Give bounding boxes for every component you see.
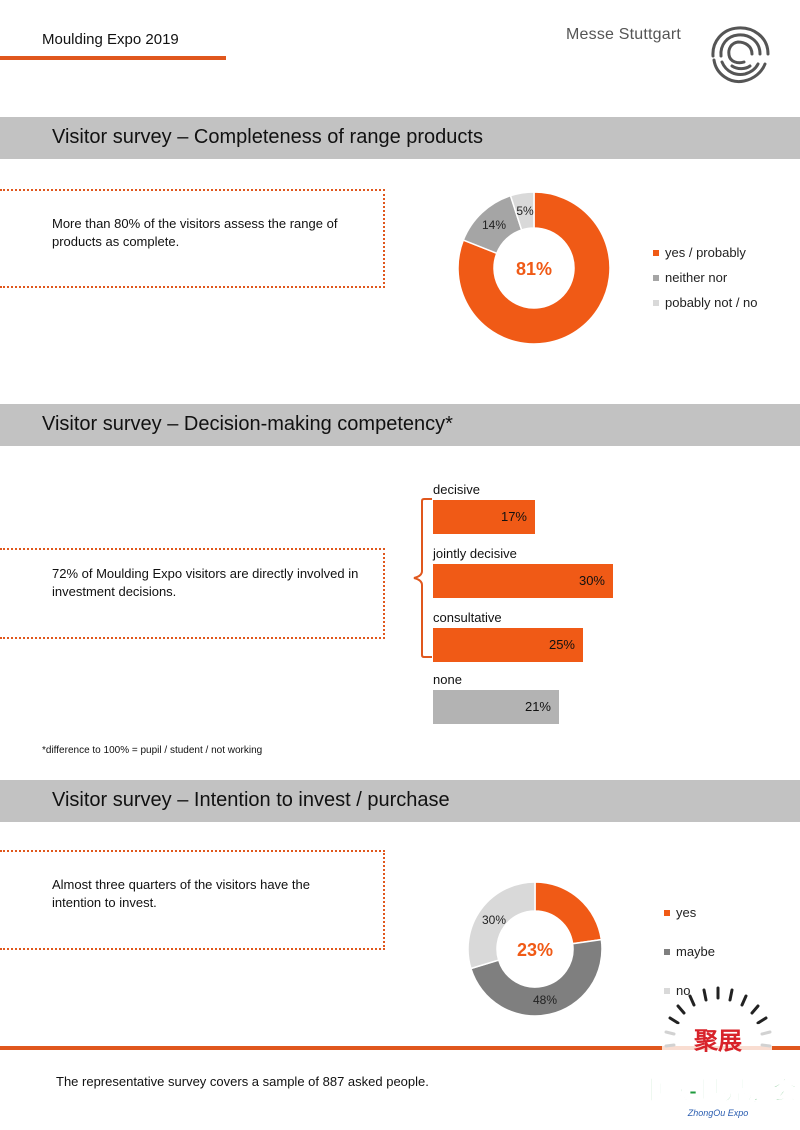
section3-callout-text: Almost three quarters of the visitors ha… [52, 877, 310, 910]
legend-item-probably-not: pobably not / no [653, 295, 758, 310]
section1-donut-chart: 81% 14% 5% [457, 191, 611, 345]
section2-title: Visitor survey – Decision-making compete… [42, 413, 453, 435]
donut-slice-no [467, 881, 536, 970]
donut-slice-yes-probably [457, 191, 611, 345]
bar-category-label: consultative [433, 610, 502, 625]
legend-item-maybe: maybe [664, 944, 715, 959]
section1-title-band: Visitor survey – Completeness of range p… [0, 117, 800, 159]
bar-value-label: 21% [524, 699, 551, 714]
svg-text:中欧-世界展会: 中欧-世界展会 [640, 1076, 796, 1105]
legend-swatch-gray-icon [664, 948, 670, 955]
legend-swatch-light-gray-icon [664, 987, 670, 994]
section2-callout-text: 72% of Moulding Expo visitors are direct… [52, 566, 359, 599]
legend-item-no: no [664, 983, 690, 998]
donut-slice-label: 30% [482, 913, 506, 927]
bar-decisive: 17% [433, 500, 535, 534]
svg-text:ZhongOu Expo: ZhongOu Expo [687, 1108, 749, 1118]
section2-title-band: Visitor survey – Decision-making compete… [0, 404, 800, 446]
bar-value-label: 30% [578, 573, 605, 588]
legend-item-yes-probably: yes / probably [653, 245, 746, 260]
bar-jointly-decisive: 30% [433, 564, 613, 598]
bar-value-label: 17% [500, 509, 527, 524]
donut-slice-label: 5% [516, 204, 534, 218]
footer-accent-line [0, 1046, 800, 1050]
legend-swatch-orange-icon [653, 249, 659, 256]
bar-category-label: decisive [433, 482, 480, 497]
svg-text:聚展: 聚展 [693, 1028, 742, 1055]
donut-center-label: 23% [517, 940, 553, 960]
legend-item-neither-nor: neither nor [653, 270, 727, 285]
legend-swatch-orange-icon [664, 909, 670, 916]
legend-item-yes: yes [664, 905, 696, 920]
legend-swatch-gray-icon [653, 274, 659, 281]
donut-center-label: 81% [516, 259, 552, 279]
section1-title: Visitor survey – Completeness of range p… [52, 126, 483, 148]
section2-callout-box: 72% of Moulding Expo visitors are direct… [0, 548, 385, 639]
section1-callout-text: More than 80% of the visitors assess the… [52, 216, 338, 249]
watermark-logo: 聚展 中欧-世界展会 ZhongOu Expo [640, 986, 796, 1118]
donut-slice-label: 48% [533, 993, 557, 1007]
section2-footnote: *difference to 100% = pupil / student / … [42, 745, 263, 756]
donut-slice-yes [534, 881, 603, 945]
bar-category-label: none [433, 672, 462, 687]
section3-donut-chart: 23% 30% 48% [467, 881, 603, 1017]
bar-consultative: 25% [433, 628, 583, 662]
section3-title: Visitor survey – Intention to invest / p… [52, 789, 450, 811]
donut-slice-maybe [469, 938, 603, 1017]
legend-swatch-light-gray-icon [653, 299, 659, 306]
section3-title-band: Visitor survey – Intention to invest / p… [0, 780, 800, 822]
donut-slice-label: 14% [482, 218, 506, 232]
bar-none: 21% [433, 690, 559, 724]
decision-bracket-icon [413, 498, 432, 658]
brand-name: Messe Stuttgart [566, 26, 682, 43]
header-title: Moulding Expo 2019 [42, 31, 179, 48]
messe-stuttgart-logo-icon [711, 26, 770, 84]
donut-slice-pobably-not-no [509, 191, 535, 231]
header-accent-line [0, 56, 226, 60]
bar-category-label: jointly decisive [433, 546, 517, 561]
section1-callout-box: More than 80% of the visitors assess the… [0, 189, 385, 288]
bar-value-label: 25% [548, 637, 575, 652]
section3-callout-box: Almost three quarters of the visitors ha… [0, 850, 385, 950]
footer-text: The representative survey covers a sampl… [56, 1074, 429, 1089]
